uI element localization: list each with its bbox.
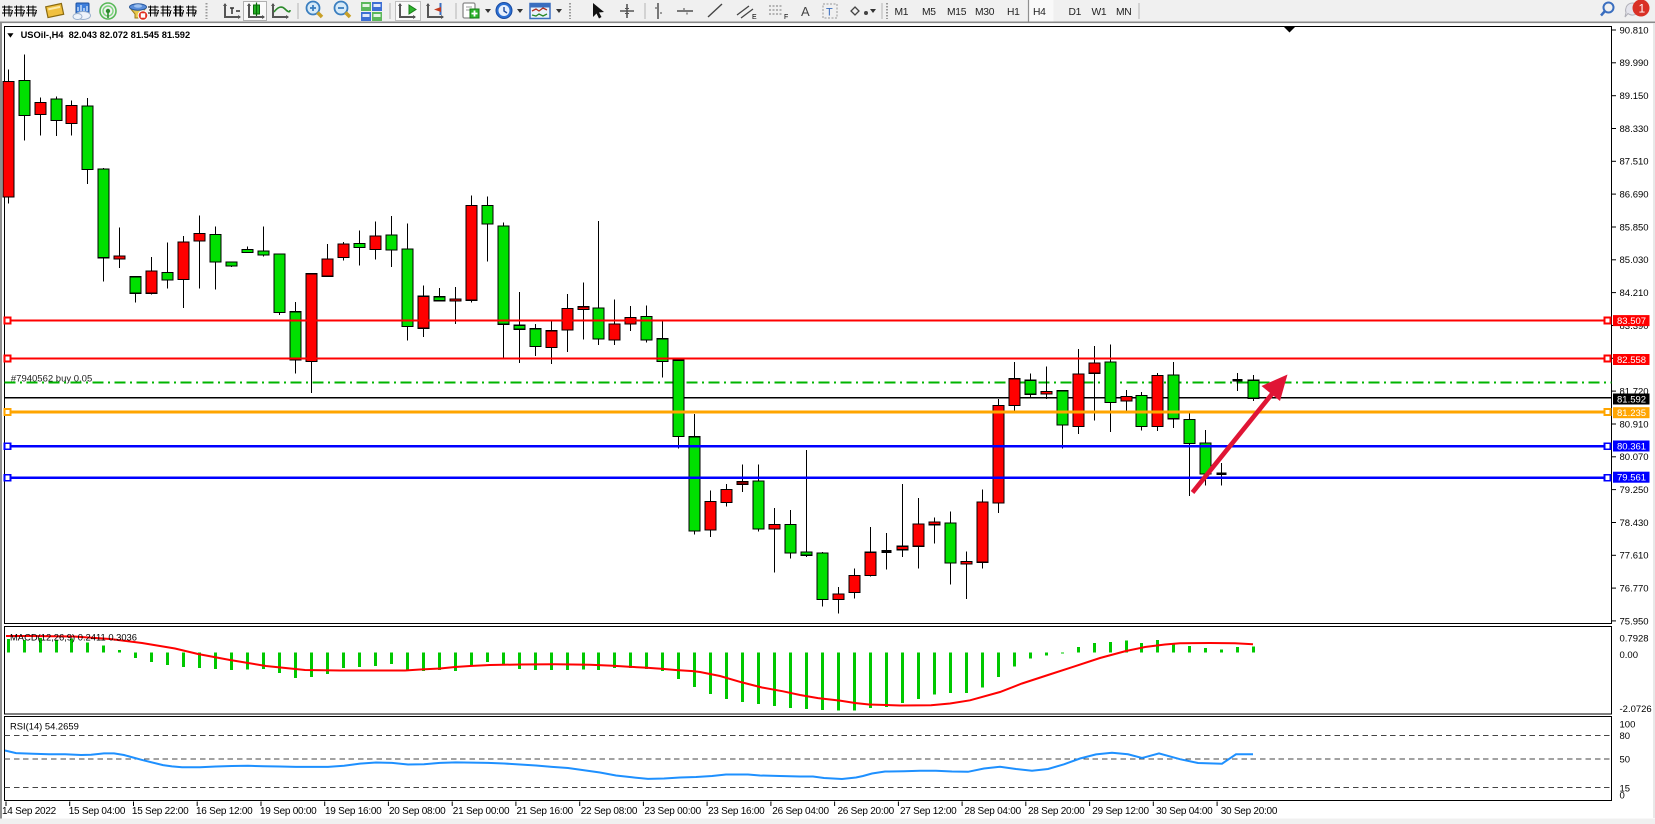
svg-text:79.561: 79.561 — [1617, 473, 1646, 484]
svg-text:M15: M15 — [947, 7, 967, 18]
svg-text:20 Sep 08:00: 20 Sep 08:00 — [389, 806, 446, 817]
svg-text:81.235: 81.235 — [1617, 408, 1646, 419]
svg-text:80.361: 80.361 — [1617, 442, 1646, 453]
svg-text:19 Sep 00:00: 19 Sep 00:00 — [260, 806, 317, 817]
svg-text:W1: W1 — [1092, 7, 1107, 18]
svg-text:80.070: 80.070 — [1620, 452, 1649, 463]
svg-text:85.030: 85.030 — [1620, 255, 1649, 266]
svg-text:27 Sep 12:00: 27 Sep 12:00 — [900, 806, 957, 817]
svg-text:80.910: 80.910 — [1620, 419, 1649, 430]
svg-text:26 Sep 04:00: 26 Sep 04:00 — [772, 806, 829, 817]
svg-text:83.507: 83.507 — [1617, 316, 1646, 327]
svg-text:MN: MN — [1116, 7, 1131, 18]
svg-text:23 Sep 00:00: 23 Sep 00:00 — [644, 806, 701, 817]
svg-text:81.592: 81.592 — [1617, 395, 1646, 406]
svg-text:M30: M30 — [975, 7, 995, 18]
svg-text:15 Sep 22:00: 15 Sep 22:00 — [132, 806, 189, 817]
svg-text:21 Sep 16:00: 21 Sep 16:00 — [517, 806, 574, 817]
svg-text:16 Sep 12:00: 16 Sep 12:00 — [196, 806, 253, 817]
svg-text:14 Sep 2022: 14 Sep 2022 — [2, 806, 57, 817]
svg-text:15: 15 — [1620, 783, 1631, 794]
svg-text:0.7928: 0.7928 — [1620, 633, 1649, 644]
svg-text:50: 50 — [1620, 755, 1631, 766]
svg-text:MACD(12,26,9) 0.2411 0.3036: MACD(12,26,9) 0.2411 0.3036 — [10, 632, 137, 643]
svg-text:F: F — [784, 14, 788, 21]
svg-text:79.250: 79.250 — [1620, 485, 1649, 496]
svg-text:100: 100 — [1620, 719, 1636, 730]
svg-text:82.558: 82.558 — [1617, 355, 1646, 366]
svg-text:23 Sep 16:00: 23 Sep 16:00 — [708, 806, 765, 817]
svg-text:22 Sep 08:00: 22 Sep 08:00 — [581, 806, 638, 817]
svg-text:89.990: 89.990 — [1620, 58, 1649, 69]
svg-text:30 Sep 04:00: 30 Sep 04:00 — [1156, 806, 1213, 817]
svg-text:H4: H4 — [1033, 7, 1046, 18]
svg-text:84.210: 84.210 — [1620, 288, 1649, 299]
svg-text:H1: H1 — [1007, 7, 1020, 18]
svg-text:USOil-,H4 82.043 82.072 81.54: USOil-,H4 82.043 82.072 81.545 81.592 — [21, 30, 191, 40]
svg-text:76.770: 76.770 — [1620, 584, 1649, 595]
svg-text:87.510: 87.510 — [1620, 157, 1649, 168]
svg-text:88.330: 88.330 — [1620, 124, 1649, 135]
svg-text:26 Sep 20:00: 26 Sep 20:00 — [838, 806, 895, 817]
svg-text:78.430: 78.430 — [1620, 518, 1649, 529]
svg-text:RSI(14) 54.2659: RSI(14) 54.2659 — [10, 721, 79, 732]
svg-text:28 Sep 20:00: 28 Sep 20:00 — [1028, 806, 1085, 817]
svg-text:21 Sep 00:00: 21 Sep 00:00 — [453, 806, 510, 817]
svg-text:80: 80 — [1620, 731, 1631, 742]
svg-text:M5: M5 — [922, 7, 936, 18]
svg-text:75.950: 75.950 — [1620, 616, 1649, 627]
svg-text:M1: M1 — [895, 7, 909, 18]
svg-text:19 Sep 16:00: 19 Sep 16:00 — [325, 806, 382, 817]
svg-text:81.720: 81.720 — [1620, 387, 1649, 398]
svg-text:D1: D1 — [1069, 7, 1082, 18]
svg-text:86.690: 86.690 — [1620, 190, 1649, 201]
svg-text:85.850: 85.850 — [1620, 222, 1649, 233]
svg-text:-2.0726: -2.0726 — [1620, 704, 1652, 715]
svg-text:T: T — [826, 7, 833, 19]
svg-text:A: A — [801, 4, 810, 19]
svg-text:29 Sep 12:00: 29 Sep 12:00 — [1092, 806, 1149, 817]
svg-text:1: 1 — [1639, 2, 1646, 16]
svg-text:28 Sep 04:00: 28 Sep 04:00 — [964, 806, 1021, 817]
svg-text:77.610: 77.610 — [1620, 551, 1649, 562]
svg-text:15 Sep 04:00: 15 Sep 04:00 — [69, 806, 126, 817]
svg-text:30 Sep 20:00: 30 Sep 20:00 — [1221, 806, 1278, 817]
svg-text:89.150: 89.150 — [1620, 91, 1649, 102]
svg-text:E: E — [752, 14, 757, 21]
svg-text:83.390: 83.390 — [1620, 321, 1649, 332]
svg-text:0.00: 0.00 — [1620, 650, 1639, 661]
svg-text:#7940562 buy 0.05: #7940562 buy 0.05 — [11, 373, 92, 384]
svg-text:90.810: 90.810 — [1620, 25, 1649, 36]
svg-text:0: 0 — [1620, 791, 1625, 802]
